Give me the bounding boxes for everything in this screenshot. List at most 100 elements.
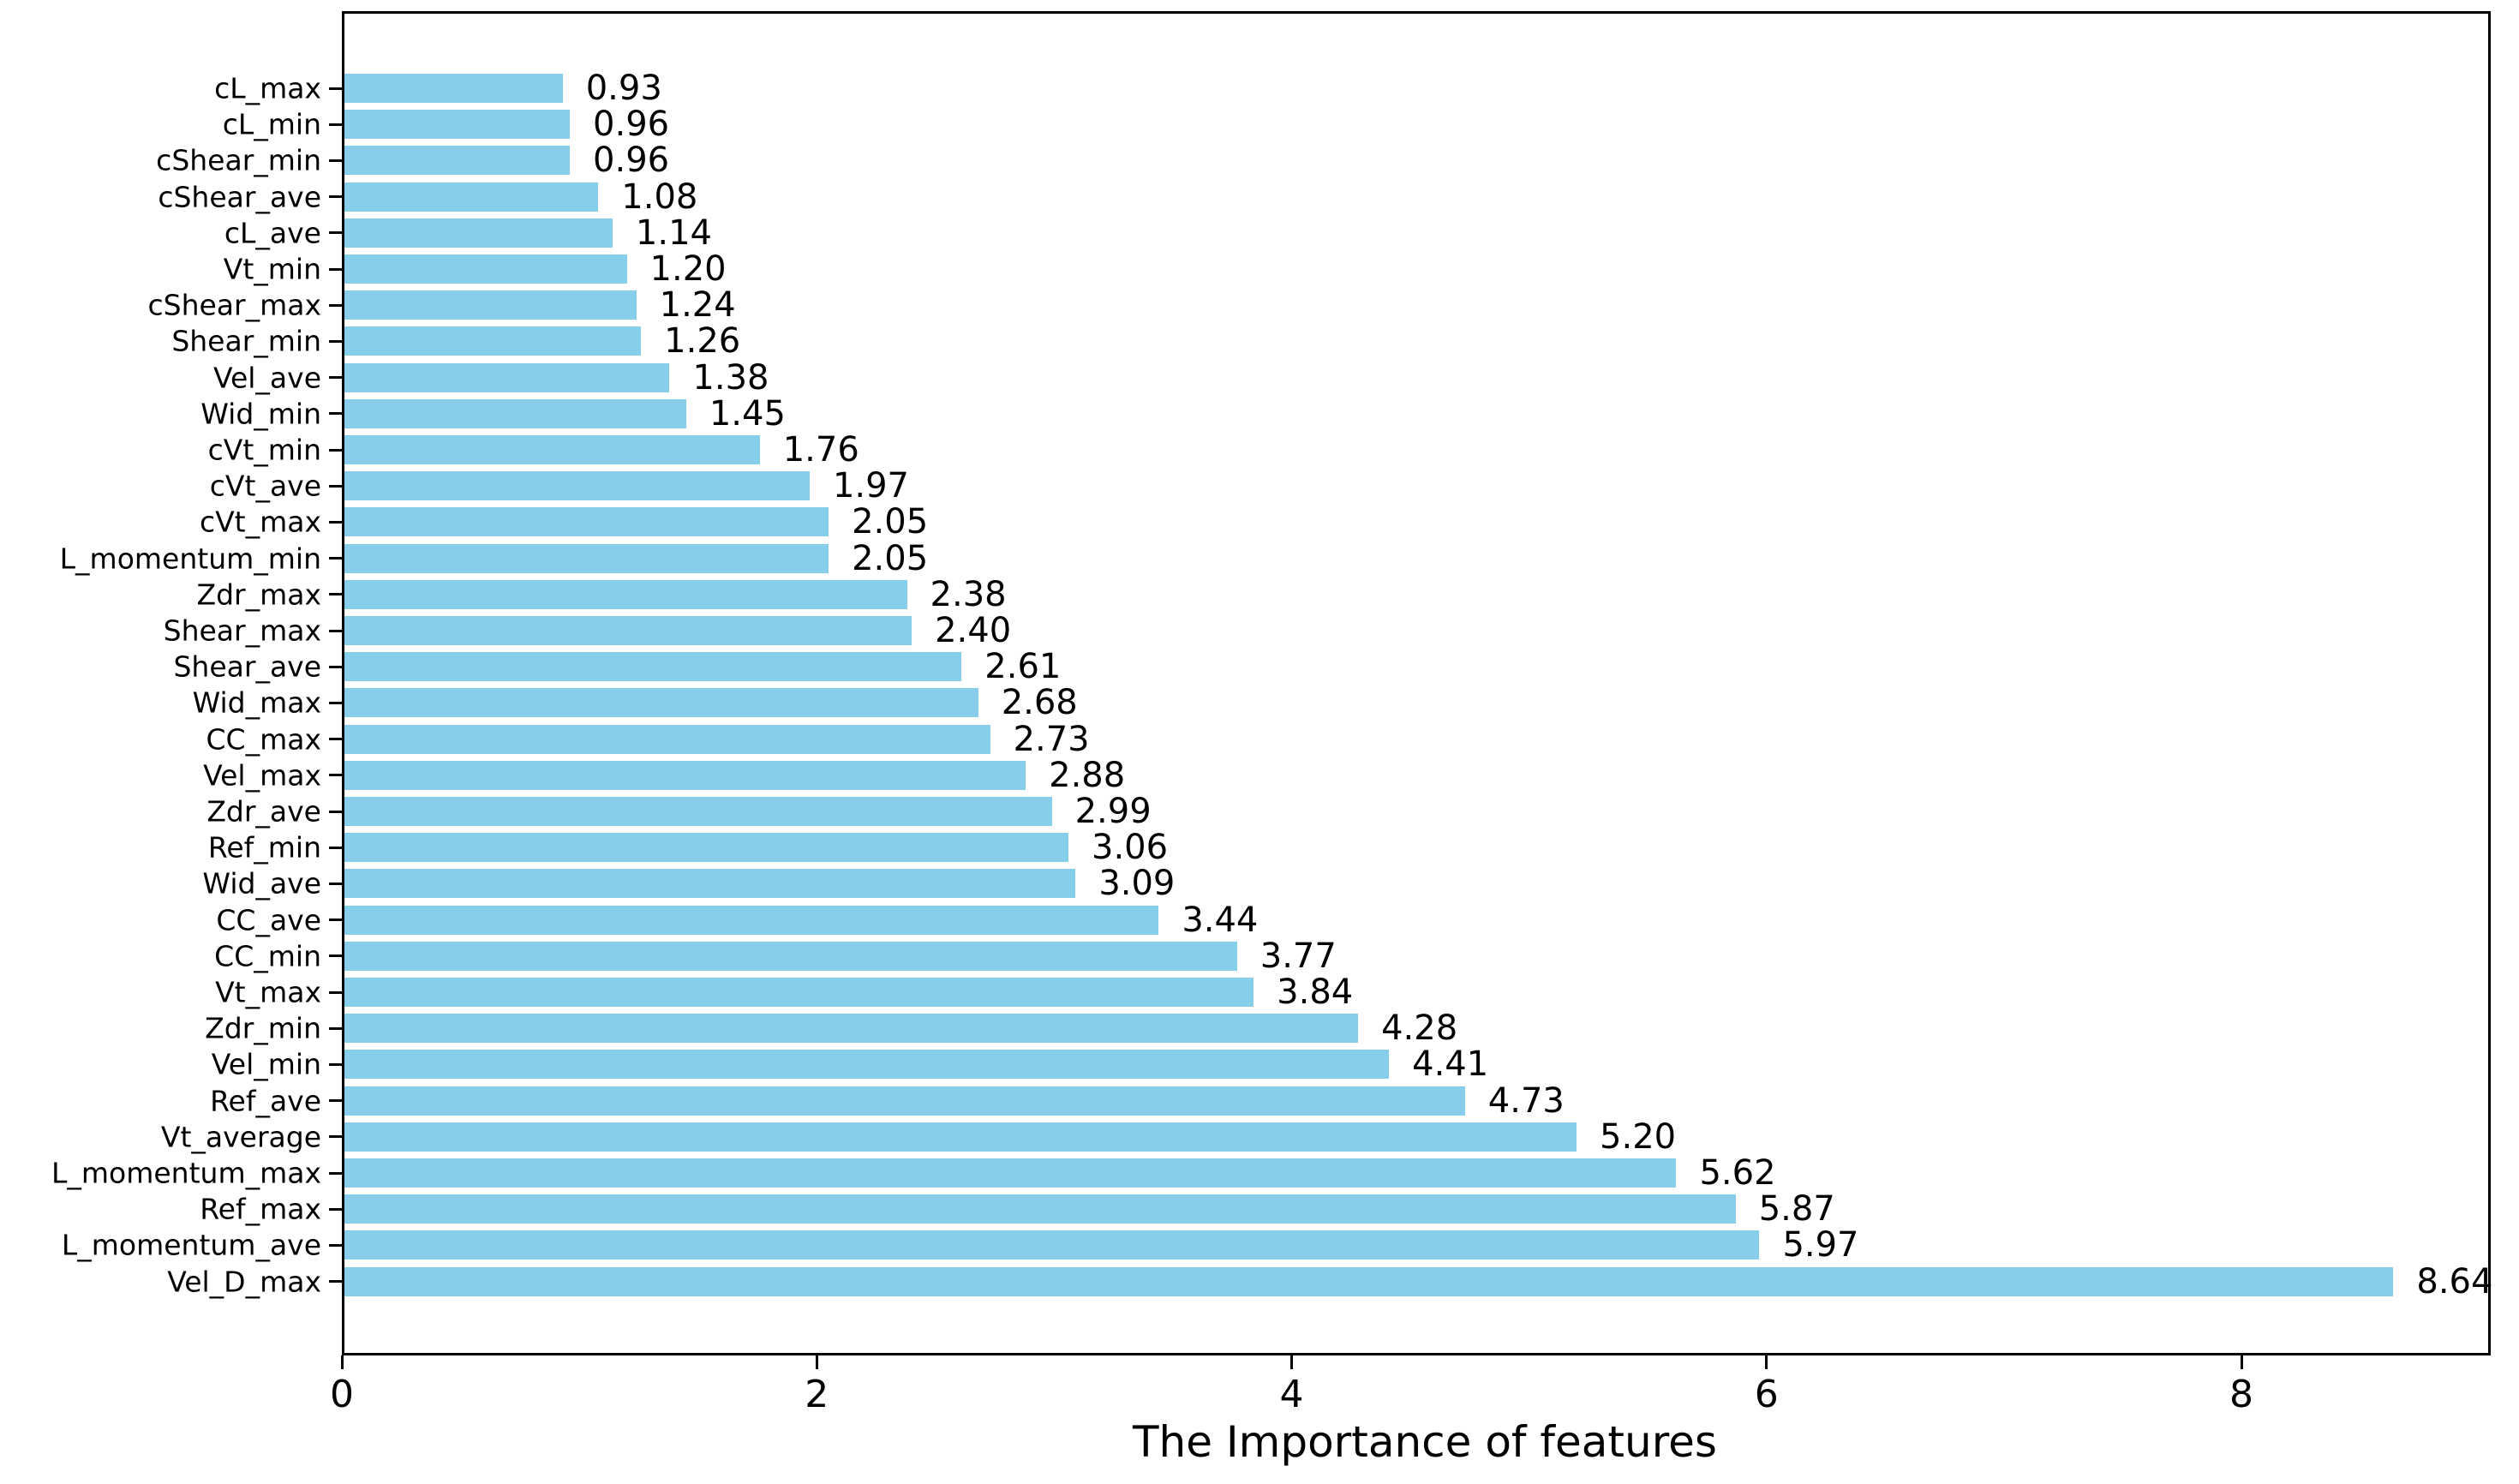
y-tick-label: L_momentum_min <box>59 542 321 576</box>
y-tick-label: Vt_average <box>160 1120 321 1154</box>
bar <box>342 760 1026 790</box>
y-tick-mark <box>329 1280 342 1284</box>
bar-value-label: 0.96 <box>593 105 670 145</box>
bar-value-label: 4.41 <box>1412 1044 1489 1085</box>
y-tick-mark <box>329 1171 342 1175</box>
bar <box>342 1194 1736 1224</box>
y-tick-label: L_momentum_max <box>51 1156 321 1190</box>
x-tick-mark <box>1765 1355 1768 1369</box>
bar-value-label: 1.20 <box>649 249 727 289</box>
y-tick-mark <box>329 231 342 235</box>
bar <box>342 869 1076 899</box>
bar-value-label: 1.26 <box>664 321 741 362</box>
x-tick-mark <box>815 1355 818 1369</box>
bar <box>342 146 571 176</box>
y-tick-mark <box>329 1207 342 1211</box>
plot-area: 0.93 0.96 0.96 1.08 1.14 1.20 1.24 1.26 1.38 1.45… <box>342 11 2492 1355</box>
bar <box>342 507 829 537</box>
y-tick-mark <box>329 1243 342 1247</box>
bar-value-label: 4.28 <box>1381 1008 1458 1049</box>
bar <box>342 74 563 103</box>
x-tick-mark <box>1290 1355 1293 1369</box>
bar <box>342 616 912 645</box>
y-tick-label: CC_min <box>214 939 321 973</box>
y-tick-mark <box>329 412 342 416</box>
bar <box>342 543 829 573</box>
bar-value-label: 1.45 <box>709 393 786 434</box>
y-tick-label: Ref_min <box>207 830 321 865</box>
bar-value-label: 5.97 <box>1782 1225 1859 1266</box>
y-tick-mark <box>329 557 342 560</box>
y-tick-mark <box>329 593 342 596</box>
y-tick-label: Vt_max <box>215 975 321 1009</box>
bar <box>342 326 642 356</box>
bar-value-label: 2.40 <box>935 611 1012 650</box>
bar <box>342 905 1159 935</box>
bar-value-label: 3.84 <box>1277 972 1354 1012</box>
y-tick-mark <box>329 774 342 777</box>
y-tick-mark <box>329 954 342 958</box>
y-tick-mark <box>329 376 342 380</box>
bar-value-label: 2.73 <box>1013 719 1090 759</box>
y-tick-label: Vel_ave <box>212 361 321 395</box>
bar <box>342 1158 1677 1188</box>
y-tick-mark <box>329 123 342 126</box>
y-tick-label: Zdr_ave <box>206 794 321 829</box>
bar-value-label: 1.24 <box>659 285 736 326</box>
bar-value-label: 2.05 <box>852 538 929 578</box>
bar <box>342 579 907 609</box>
y-tick-mark <box>329 1099 342 1103</box>
x-tick-label: 8 <box>2229 1373 2254 1416</box>
y-tick-mark <box>329 159 342 162</box>
y-tick-label: L_momentum_ave <box>61 1228 321 1262</box>
bar-value-label: 2.38 <box>930 574 1007 614</box>
bar <box>342 941 1237 971</box>
bar <box>342 978 1254 1007</box>
y-tick-label: Vt_min <box>223 252 321 286</box>
x-tick-label: 2 <box>805 1373 829 1416</box>
y-tick-label: Shear_max <box>163 613 321 648</box>
y-tick-label: Shear_min <box>171 324 321 358</box>
bar <box>342 1086 1465 1116</box>
bar <box>342 290 637 320</box>
y-tick-label: cShear_ave <box>158 180 321 214</box>
y-tick-label: Wid_min <box>200 397 321 431</box>
bar-value-label: 0.93 <box>585 69 662 108</box>
y-tick-mark <box>329 339 342 343</box>
y-tick-label: cVt_min <box>207 433 321 467</box>
bar-value-label: 3.09 <box>1098 864 1176 904</box>
y-tick-mark <box>329 520 342 524</box>
y-tick-label: Zdr_min <box>205 1011 321 1045</box>
bar <box>342 254 627 284</box>
y-tick-mark <box>329 990 342 994</box>
y-tick-mark <box>329 919 342 922</box>
bar <box>342 435 760 464</box>
bar <box>342 797 1052 826</box>
y-tick-mark <box>329 810 342 813</box>
y-tick-label: cVt_max <box>199 505 321 539</box>
bar-value-label: 5.87 <box>1758 1189 1835 1230</box>
y-tick-label: cL_max <box>214 71 321 105</box>
bar <box>342 182 599 212</box>
y-tick-label: Wid_ave <box>202 866 321 901</box>
y-tick-label: cShear_min <box>156 143 321 177</box>
y-tick-label: Vel_max <box>203 758 321 793</box>
y-tick-label: cVt_ave <box>209 469 321 503</box>
bar-value-label: 2.68 <box>1001 683 1078 723</box>
bar-value-label: 2.61 <box>984 647 1062 687</box>
y-tick-mark <box>329 87 342 90</box>
bar <box>342 218 613 248</box>
x-tick-label: 0 <box>330 1373 354 1416</box>
y-tick-label: CC_max <box>206 722 321 757</box>
bar <box>342 471 810 501</box>
bar-value-label: 1.38 <box>692 357 769 398</box>
bar <box>342 1122 1577 1152</box>
bar-value-label: 5.62 <box>1699 1153 1776 1193</box>
y-tick-mark <box>329 1135 342 1139</box>
bar-value-label: 1.14 <box>635 212 712 253</box>
bar-value-label: 5.20 <box>1600 1116 1677 1157</box>
bar <box>342 110 571 140</box>
y-tick-mark <box>329 665 342 668</box>
y-tick-mark <box>329 484 342 488</box>
